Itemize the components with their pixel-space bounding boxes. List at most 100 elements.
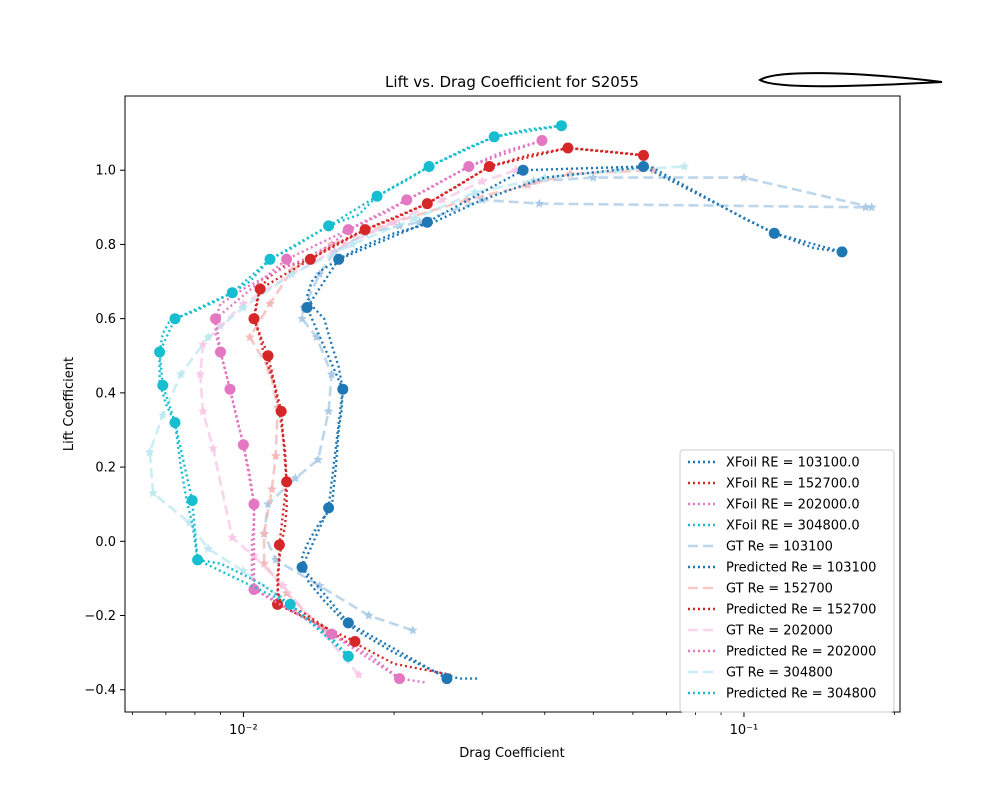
gt-point [523,180,533,190]
predicted-point [248,498,260,510]
predicted-point [768,227,780,239]
legend-label: XFoil RE = 103100.0 [726,456,860,471]
predicted-point [157,379,169,391]
predicted-point [421,216,433,228]
gt-point [195,369,205,379]
predicted-point [215,346,226,358]
y-axis: −0.4 −0.2 0.0 0.2 0.4 0.6 0.8 1.0 [84,164,125,698]
legend-label: Predicted Re = 202000 [726,645,876,660]
predicted-point [248,584,260,595]
gt-point [437,194,448,204]
legend-entry: GT Re = 304800 [688,666,833,681]
gt-point [259,528,269,538]
series-predicted-re-202000 [210,135,548,685]
predicted-point [296,561,308,573]
legend-label: GT Re = 152700 [726,582,833,597]
x-tick-label: 10⁻¹ [730,723,759,738]
predicted-point [562,142,574,154]
legend-entry: GT Re = 103100 [688,540,833,555]
predicted-point [517,164,529,176]
chart-title: Lift vs. Drag Coefficient for S2055 [385,73,639,91]
y-tick-label: 0.6 [95,312,116,327]
gt-point [208,443,218,453]
predicted-point [304,253,316,265]
legend-box [679,449,895,713]
predicted-point [186,495,198,506]
legend-label: GT Re = 304800 [726,666,833,681]
x-axis-label: Drag Coefficient [459,746,564,761]
gt-point [198,406,208,416]
gt-point [270,554,281,564]
predicted-point [254,283,266,295]
x-axis: 10⁻² 10⁻¹ [131,712,896,738]
predicted-point [192,554,204,566]
predicted-point [638,149,649,161]
airfoil-outline-inset [758,72,943,88]
predicted-point [463,161,475,172]
gt-point [176,369,186,379]
gt-point [184,517,195,527]
gt-point [410,213,420,223]
legend: XFoil RE = 103100.0 XFoil RE = 152700.0 XF… [679,449,895,713]
y-axis-label: Lift Coefficient [62,357,77,451]
gt-point [203,332,213,342]
predicted-point [423,161,435,172]
gt-point [245,332,255,342]
legend-label: Predicted Re = 304800 [726,687,876,702]
gt-point [148,488,158,498]
legend-label: Predicted Re = 152700 [726,603,876,618]
legend-label: GT Re = 103100 [726,540,833,555]
gt-point [867,202,877,212]
series-line-xfoil-re-202000-0 [214,139,543,684]
series-line-predicted-re-304800 [158,124,562,658]
gt-point [259,558,269,568]
gt-point [588,172,598,182]
predicted-point [342,650,354,662]
series-predicted-re-103100 [296,161,848,685]
gt-point [238,302,249,312]
legend-label: XFoil RE = 152700.0 [726,477,860,492]
gt-point [297,313,307,323]
legend-entry: Predicted Re = 152700 [688,603,876,618]
series-predicted-re-304800 [154,120,567,662]
predicted-point [275,405,287,417]
predicted-point [301,302,313,313]
gt-point [267,484,277,494]
y-tick-label: 0.8 [95,238,116,253]
series-line-predicted-re-152700 [252,146,644,643]
predicted-point [488,131,500,143]
legend-entry: Predicted Re = 103100 [688,561,876,576]
y-tick-label: −0.2 [84,609,116,624]
predicted-point [401,194,413,206]
legend-entry: XFoil RE = 304800.0 [688,519,860,534]
series-predicted-re-152700 [248,142,649,647]
legend-label: XFoil RE = 304800.0 [726,519,860,534]
predicted-point [281,253,293,265]
predicted-point [394,673,405,685]
predicted-point [421,198,433,210]
series-line-xfoil-re-304800-0 [158,124,562,658]
gt-point [679,161,690,171]
predicted-point [441,673,453,685]
legend-label: GT Re = 202000 [726,624,833,639]
predicted-point [281,476,293,488]
predicted-point [483,161,495,172]
y-tick-label: 1.0 [95,164,116,179]
predicted-point [264,253,276,265]
gt-point [158,410,168,420]
predicted-point [371,190,383,202]
gt-point [263,499,273,509]
legend-label: XFoil RE = 202000.0 [726,498,860,513]
predicted-point [224,383,236,395]
predicted-point [273,539,285,551]
gt-point [311,332,322,342]
gt-point [314,580,325,590]
predicted-point [210,313,222,325]
gt-point [323,406,334,416]
series-xfoil-re-304800-0 [158,124,562,658]
predicted-point [248,313,260,325]
predicted-point [262,350,274,362]
gt-point [739,172,749,182]
predicted-point [342,617,354,629]
